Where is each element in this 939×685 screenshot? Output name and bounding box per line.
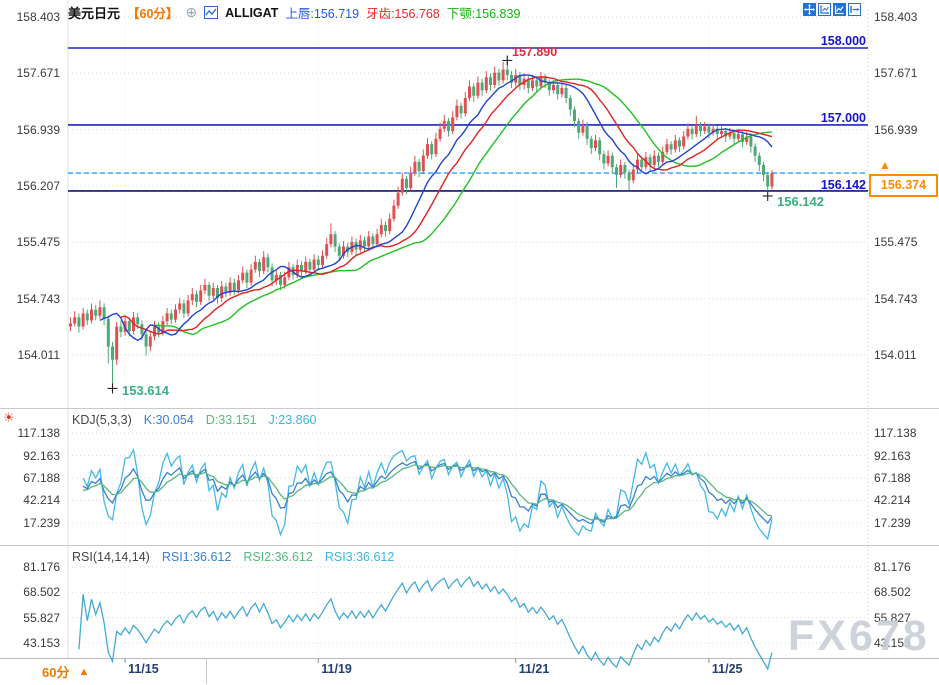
axis-scale-icon[interactable] (818, 3, 831, 16)
auto-scroll-icon[interactable] (833, 3, 846, 16)
kdj-j-value: J:23.860 (268, 413, 317, 427)
rsi-axis-label-right: 43.153 (874, 636, 911, 650)
kdj-axis-label-left: 67.188 (23, 471, 60, 485)
main-axis-label-right: 158.403 (874, 10, 918, 24)
alligator-jaw-value: 下颚:156.839 (446, 7, 521, 21)
kdj-axis-label-left: 17.239 (23, 516, 60, 530)
crosshair-tool-icon[interactable] (803, 3, 816, 16)
detach-window-icon[interactable] (848, 3, 861, 16)
period-selector[interactable]: 60分 ▲ (0, 659, 207, 684)
x-axis-date-label: 11/15 (128, 662, 159, 676)
x-axis-date-label: 11/25 (711, 662, 743, 676)
rsi-axis-label-right: 81.176 (874, 560, 911, 574)
resistance-level-2-label: 157.000 (820, 111, 866, 125)
alligator-teeth-value: 牙齿:156.768 (366, 7, 440, 21)
rsi-name: RSI(14,14,14) (72, 550, 150, 564)
indicator-name: ALLIGAT (225, 5, 279, 20)
kdj-axis-label-left: 42.214 (23, 493, 60, 508)
rsi3-value: RSI3:36.612 (324, 550, 395, 564)
rsi-axis-label-right: 68.502 (874, 585, 911, 600)
symbol-title: 美元日元 (68, 6, 121, 21)
kdj-k-value: K:30.054 (143, 413, 194, 427)
main-axis-label-left: 154.743 (16, 291, 60, 306)
kdj-axis-label-right: 117.138 (874, 426, 917, 440)
kdj-axis-label-right: 67.188 (874, 471, 911, 485)
main-axis-label-right: 155.475 (874, 235, 918, 250)
low-line-label: 156.142 (820, 178, 866, 192)
kdj-d-value: D:33.151 (205, 413, 257, 427)
spike-low-annotation: 153.614 (122, 383, 169, 398)
main-axis-label-left: 156.939 (16, 122, 60, 137)
watermark: FX678 (788, 612, 930, 660)
x-axis-date-label: 11/21 (518, 662, 550, 676)
price-up-arrow-icon: ▲ (879, 158, 891, 172)
kdj-axis-label-left: 92.163 (23, 448, 60, 463)
main-axis-label-left: 156.207 (16, 178, 60, 193)
alligator-lips-value: 上唇:156.719 (285, 7, 360, 21)
x-axis-date-label: 11/19 (321, 662, 352, 676)
last-low-annotation: 156.142 (777, 194, 824, 209)
main-axis-label-right: 156.939 (874, 122, 918, 137)
current-price-badge: 156.374 (869, 174, 938, 197)
main-axis-label-right: 154.743 (874, 291, 918, 306)
kdj-axis-label-right: 42.214 (874, 493, 911, 508)
period-label: 【60分】 (127, 7, 179, 21)
rsi-axis-label-left: 68.502 (23, 585, 60, 600)
main-axis-label-right: 154.011 (874, 347, 917, 362)
add-indicator-icon[interactable]: ⊕ (185, 4, 198, 20)
rsi-header: RSI(14,14,14) RSI1:36.612 RSI2:36.612 RS… (72, 550, 394, 564)
period-dropdown-arrow-icon: ▲ (78, 665, 90, 678)
main-axis-label-left: 158.403 (16, 10, 60, 24)
indicator-settings-icon[interactable]: ☀ (3, 410, 15, 425)
main-axis-label-left: 157.671 (16, 66, 60, 81)
rsi-axis-label-right: 55.827 (874, 610, 911, 625)
kdj-axis-label-left: 117.138 (17, 426, 61, 440)
main-axis-label-left: 155.475 (16, 235, 60, 250)
chart-toolbar (803, 3, 861, 16)
kdj-header: KDJ(5,3,3) K:30.054 D:33.151 J:23.860 (72, 413, 317, 427)
resistance-level-1-label: 158.000 (820, 34, 866, 48)
rsi2-value: RSI2:36.612 (243, 550, 313, 564)
main-axis-label-left: 154.011 (17, 347, 61, 362)
kdj-axis-label-right: 92.163 (874, 448, 911, 463)
kdj-name: KDJ(5,3,3) (72, 413, 132, 427)
indicator-chart-icon (204, 6, 219, 19)
period-selector-label: 60分 (42, 665, 70, 680)
chart-header: 美元日元 【60分】 ⊕ ALLIGAT 上唇:156.719 牙齿:156.7… (68, 3, 520, 22)
rsi-axis-label-left: 81.176 (23, 560, 60, 574)
rsi1-value: RSI1:36.612 (161, 550, 232, 564)
rsi-axis-label-left: 55.827 (23, 610, 60, 625)
main-axis-label-right: 157.671 (874, 66, 918, 81)
rsi-axis-label-left: 43.153 (23, 636, 60, 650)
peak-price-annotation: 157.890 (512, 45, 558, 59)
kdj-axis-label-right: 17.239 (874, 516, 911, 530)
